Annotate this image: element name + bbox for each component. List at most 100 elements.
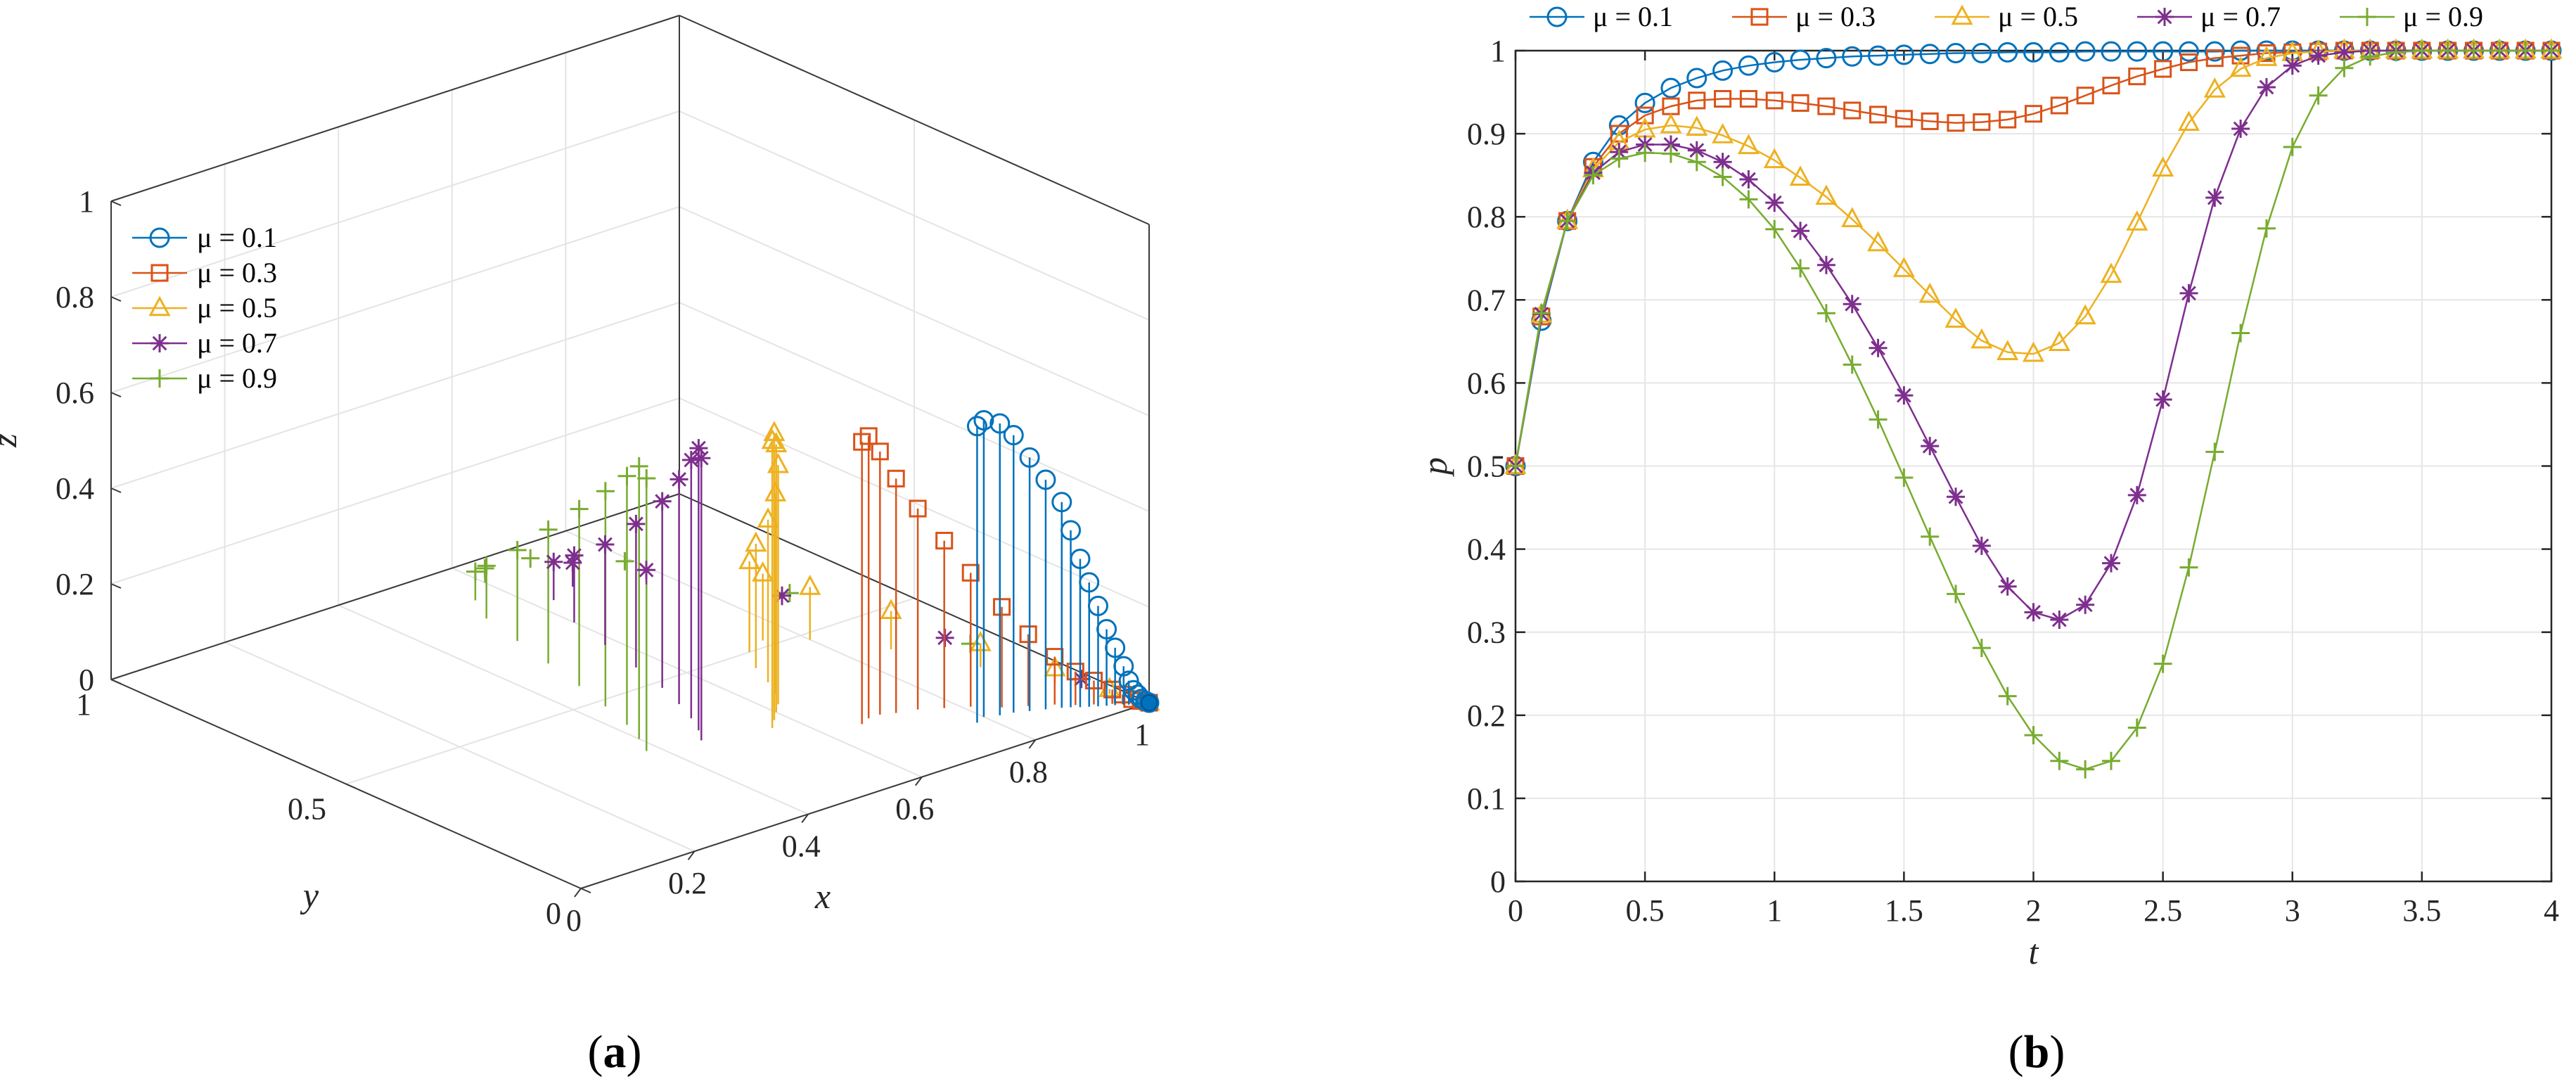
x-tick-label: 0.5: [1626, 893, 1665, 928]
data-point: [1737, 134, 1760, 155]
data-point: [1815, 184, 1838, 205]
marker-circle: [2023, 42, 2044, 63]
marker-circle: [1139, 692, 1160, 713]
marker-square: [1973, 113, 1991, 132]
data-point: [1712, 60, 1734, 81]
x-tick-label: 0: [566, 903, 582, 938]
data-point: [1972, 536, 1991, 555]
data-point: [887, 469, 905, 487]
legend-marker: [1750, 8, 1769, 26]
marker-circle: [1634, 92, 1655, 113]
marker-asterisk: [565, 546, 584, 565]
marker-square: [1019, 625, 1037, 644]
data-point: [1532, 304, 1551, 323]
marker-asterisk: [681, 450, 700, 469]
data-point: [544, 552, 563, 571]
legend-item: μ = 0.5: [1935, 1, 2078, 32]
marker-circle: [2204, 41, 2225, 62]
data-point: [2179, 558, 2198, 577]
x-tick-label: 0.2: [668, 866, 707, 900]
marker-square: [1714, 89, 1732, 108]
data-point: [1096, 618, 1117, 639]
data-point: [738, 549, 761, 570]
data-point: [2283, 137, 2302, 156]
data-point: [1636, 106, 1654, 125]
marker-circle: [2049, 42, 2070, 63]
data-point: [475, 559, 494, 578]
z-tick-mark: [110, 296, 122, 302]
marker-square: [1103, 680, 1122, 699]
data-point: [1103, 680, 1122, 699]
data-point: [669, 470, 688, 489]
legend-label: μ = 0.7: [2200, 1, 2281, 32]
marker-plus: [2412, 42, 2431, 60]
data-point: [2542, 42, 2561, 60]
x-axis-line: [580, 702, 1150, 889]
marker-circle: [1060, 520, 1082, 541]
marker-circle: [2101, 41, 2122, 62]
data-point: [2023, 42, 2044, 63]
marker-square: [1947, 114, 1965, 132]
marker-triangle: [148, 295, 171, 317]
marker-plus: [2076, 760, 2095, 779]
legend-label: μ = 0.3: [197, 257, 277, 288]
marker-asterisk: [637, 561, 656, 580]
x-tick-label: 1.5: [1885, 893, 1923, 928]
data-point: [2203, 77, 2226, 98]
marker-circle: [1087, 595, 1108, 616]
marker-circle: [2178, 41, 2199, 62]
x-axis-label: x: [814, 876, 831, 916]
x-tick-mark: [801, 813, 809, 824]
marker-asterisk: [1972, 536, 1991, 555]
data-point: [570, 499, 589, 518]
data-point: [1998, 577, 2017, 596]
marker-asterisk: [2179, 283, 2198, 302]
marker-asterisk: [2127, 485, 2146, 504]
marker-triangle: [2203, 77, 2226, 98]
marker-plus: [477, 556, 496, 575]
y-tick-label: 0: [1490, 865, 1506, 899]
marker-square: [1843, 101, 1861, 120]
data-point: [1739, 170, 1758, 189]
data-point: [1610, 149, 1629, 168]
marker-circle: [1997, 42, 2018, 63]
data-point: [2076, 595, 2095, 614]
marker-square: [871, 442, 889, 461]
marker-square: [2154, 60, 2172, 78]
data-point: [2126, 210, 2148, 231]
marker-triangle: [757, 507, 779, 528]
data-point: [563, 554, 582, 572]
marker-circle: [1105, 637, 1126, 658]
panel-b-line-chart: 0 0.5 1 1.5 2 2.5 3 3.5 400.10.20.30.40.50.60.70…: [1415, 1, 2563, 971]
marker-plus: [2335, 58, 2354, 77]
x-tick-label: 1: [1134, 718, 1150, 752]
data-point: [1972, 639, 1991, 658]
data-point: [596, 535, 615, 554]
x-tick-label: 1: [1767, 893, 1782, 928]
marker-plus: [2050, 751, 2069, 770]
marker-plus: [2024, 726, 2043, 745]
marker-plus: [2283, 137, 2302, 156]
data-point: [1997, 340, 2019, 360]
data-point: [859, 427, 878, 445]
marker-asterisk: [1739, 170, 1758, 189]
marker-triangle: [2074, 304, 2096, 325]
legend-item: μ = 0.5: [132, 292, 277, 324]
data-point: [2231, 46, 2250, 65]
y-tick-label: 0: [546, 896, 561, 931]
data-point: [2231, 324, 2250, 343]
marker-plus: [1687, 153, 1706, 172]
marker-circle: [1070, 548, 1091, 569]
series-plus: [1506, 42, 2561, 779]
data-point: [1918, 282, 1941, 303]
marker-asterisk: [692, 449, 711, 468]
data-point: [1841, 207, 1864, 227]
box-edge: [110, 15, 680, 202]
data-point: [2179, 283, 2198, 302]
marker-asterisk: [2076, 595, 2095, 614]
marker-circle: [1842, 46, 1863, 67]
data-point: [653, 492, 672, 511]
data-point: [773, 586, 791, 605]
panel-b-caption: (b): [2008, 1026, 2065, 1078]
marker-triangle: [1892, 257, 1915, 277]
